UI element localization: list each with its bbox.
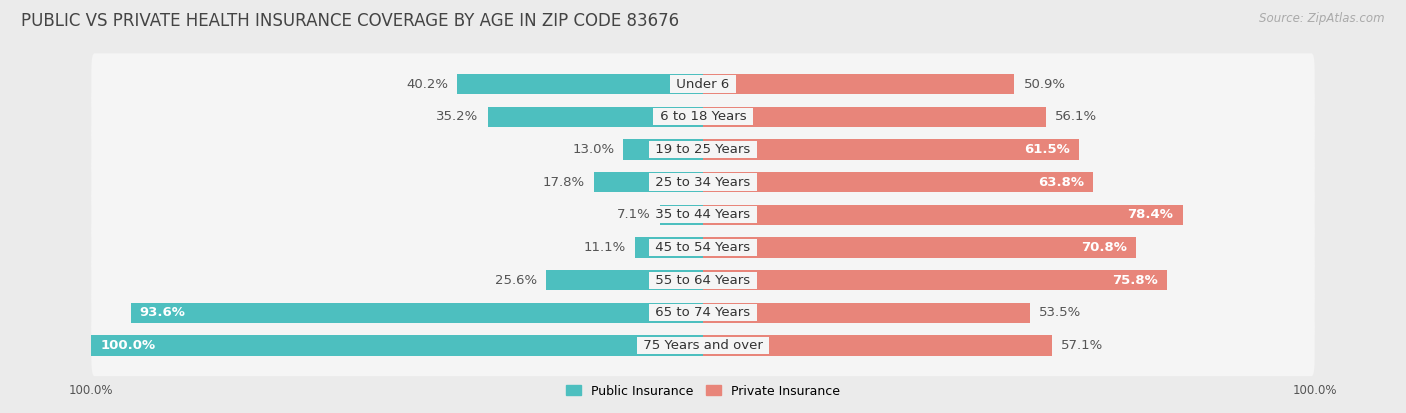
Text: 50.9%: 50.9%: [1024, 78, 1066, 90]
Legend: Public Insurance, Private Insurance: Public Insurance, Private Insurance: [561, 380, 845, 403]
Text: 25.6%: 25.6%: [495, 274, 537, 287]
Bar: [703, 172, 1094, 192]
Bar: [131, 303, 703, 323]
Text: 65 to 74 Years: 65 to 74 Years: [651, 306, 755, 319]
Bar: [703, 237, 1136, 258]
FancyBboxPatch shape: [91, 282, 1315, 344]
Bar: [659, 204, 703, 225]
Text: 25 to 34 Years: 25 to 34 Years: [651, 176, 755, 189]
FancyBboxPatch shape: [91, 249, 1315, 311]
Text: 61.5%: 61.5%: [1024, 143, 1070, 156]
FancyBboxPatch shape: [91, 184, 1315, 245]
Text: 100.0%: 100.0%: [69, 384, 114, 397]
Bar: [457, 74, 703, 94]
Text: 6 to 18 Years: 6 to 18 Years: [655, 110, 751, 123]
Text: 100.0%: 100.0%: [1292, 384, 1337, 397]
FancyBboxPatch shape: [91, 217, 1315, 278]
Text: 56.1%: 56.1%: [1056, 110, 1098, 123]
FancyBboxPatch shape: [91, 152, 1315, 213]
Text: PUBLIC VS PRIVATE HEALTH INSURANCE COVERAGE BY AGE IN ZIP CODE 83676: PUBLIC VS PRIVATE HEALTH INSURANCE COVER…: [21, 12, 679, 31]
Text: 75.8%: 75.8%: [1112, 274, 1157, 287]
Bar: [703, 270, 1167, 290]
FancyBboxPatch shape: [91, 86, 1315, 147]
Bar: [623, 139, 703, 159]
Text: 63.8%: 63.8%: [1038, 176, 1084, 189]
Text: 93.6%: 93.6%: [139, 306, 186, 319]
Bar: [91, 335, 703, 356]
Text: 19 to 25 Years: 19 to 25 Years: [651, 143, 755, 156]
Bar: [547, 270, 703, 290]
Text: 78.4%: 78.4%: [1128, 208, 1174, 221]
Text: 35 to 44 Years: 35 to 44 Years: [651, 208, 755, 221]
FancyBboxPatch shape: [91, 53, 1315, 115]
FancyBboxPatch shape: [91, 315, 1315, 376]
Bar: [703, 335, 1052, 356]
Bar: [703, 204, 1182, 225]
Bar: [703, 139, 1080, 159]
Text: 57.1%: 57.1%: [1062, 339, 1104, 352]
Text: 70.8%: 70.8%: [1081, 241, 1126, 254]
Text: Source: ZipAtlas.com: Source: ZipAtlas.com: [1260, 12, 1385, 25]
FancyBboxPatch shape: [91, 119, 1315, 180]
Text: 13.0%: 13.0%: [572, 143, 614, 156]
Bar: [636, 237, 703, 258]
Text: Under 6: Under 6: [672, 78, 734, 90]
Bar: [595, 172, 703, 192]
Bar: [703, 107, 1046, 127]
Text: 40.2%: 40.2%: [406, 78, 449, 90]
Bar: [703, 74, 1014, 94]
Text: 11.1%: 11.1%: [583, 241, 626, 254]
Bar: [488, 107, 703, 127]
Text: 35.2%: 35.2%: [436, 110, 478, 123]
Text: 45 to 54 Years: 45 to 54 Years: [651, 241, 755, 254]
Text: 55 to 64 Years: 55 to 64 Years: [651, 274, 755, 287]
Text: 7.1%: 7.1%: [617, 208, 651, 221]
Bar: [703, 303, 1031, 323]
Text: 75 Years and over: 75 Years and over: [638, 339, 768, 352]
Text: 100.0%: 100.0%: [101, 339, 156, 352]
Text: 17.8%: 17.8%: [543, 176, 585, 189]
Text: 53.5%: 53.5%: [1039, 306, 1081, 319]
